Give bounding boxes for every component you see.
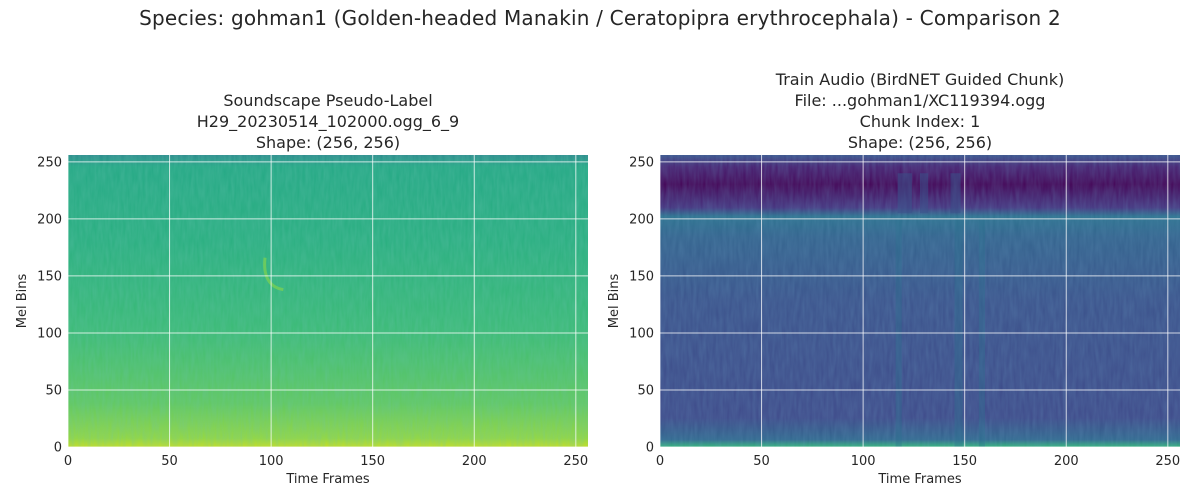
right-title-line-4: Shape: (256, 256) (847, 133, 993, 152)
left-y-tick-label: 100 (37, 326, 62, 341)
right-x-tick-label: 0 (656, 454, 664, 469)
left-title-line-1: Soundscape Pseudo-Label (223, 91, 433, 110)
left-x-tick-label: 0 (64, 454, 72, 469)
left-y-tick-label: 50 (45, 383, 62, 398)
left-call-trace (263, 257, 284, 292)
left-y-axis-label: Mel Bins (15, 274, 30, 329)
right-y-tick-label: 0 (646, 441, 654, 456)
left-heatmap-texture (68, 155, 588, 447)
left-y-tick-label: 150 (37, 269, 62, 284)
right-x-tick-label: 200 (1054, 454, 1079, 469)
right-title-line-2: File: ...gohman1/XC119394.ogg (794, 91, 1046, 110)
right-y-tick-label: 150 (629, 269, 654, 284)
left-title-line-2: H29_20230514_102000.ogg_6_9 (196, 112, 460, 131)
right-x-tick-label: 150 (952, 454, 977, 469)
right-y-tick-label: 200 (629, 212, 654, 227)
left-title-line-3: Shape: (256, 256) (255, 133, 401, 152)
right-y-tick-label: 50 (637, 383, 654, 398)
left-x-tick-label: 150 (360, 454, 385, 469)
left-y-tick-label: 250 (37, 155, 62, 170)
right-band-gap-0 (897, 173, 912, 214)
right-x-tick-label: 50 (753, 454, 770, 469)
right-band-gap-1 (920, 173, 929, 214)
right-x-axis-label: Time Frames (877, 472, 961, 487)
right-x-tick-label: 250 (1155, 454, 1180, 469)
figure-suptitle: Species: gohman1 (Golden-headed Manakin … (139, 6, 1061, 30)
right-y-tick-label: 100 (629, 326, 654, 341)
left-plot-title: Soundscape Pseudo-Label H29_20230514_102… (68, 90, 588, 153)
left-x-axis-label: Time Frames (285, 472, 369, 487)
right-heatmap-axes: 0 50 100 150 200 250 0 50 100 150 200 250 Time Frame… (607, 155, 1180, 487)
right-title-line-3: Chunk Index: 1 (859, 112, 981, 131)
left-y-tick-label: 200 (37, 212, 62, 227)
right-y-tick-label: 250 (629, 155, 654, 170)
right-y-axis-label: Mel Bins (607, 274, 622, 329)
left-heatmap-axes: 0 50 100 150 200 250 0 50 100 150 200 250 Time Frame… (15, 155, 588, 487)
right-plot-title: Train Audio (BirdNET Guided Chunk) File:… (660, 69, 1180, 153)
left-x-tick-label: 200 (462, 454, 487, 469)
left-x-tick-label: 250 (563, 454, 588, 469)
right-x-tick-label: 100 (851, 454, 876, 469)
left-x-tick-label: 50 (161, 454, 178, 469)
left-x-tick-label: 100 (259, 454, 284, 469)
right-title-line-1: Train Audio (BirdNET Guided Chunk) (775, 70, 1065, 89)
right-band-gap-2 (950, 173, 961, 214)
left-y-tick-label: 0 (54, 441, 62, 456)
